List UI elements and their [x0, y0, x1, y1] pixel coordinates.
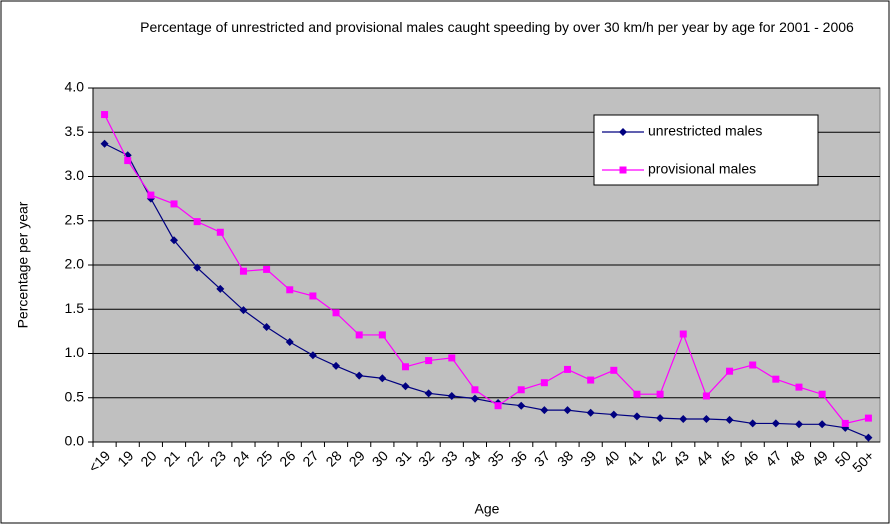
- point: [771, 419, 780, 428]
- point: [656, 414, 665, 423]
- y-tick-label: 4.0: [65, 79, 85, 95]
- y-tick-label: 1.0: [65, 344, 85, 360]
- point: [308, 351, 317, 360]
- point: [193, 218, 201, 226]
- y-tick-label: 1.5: [65, 300, 85, 316]
- point: [587, 376, 595, 384]
- point: [794, 420, 803, 429]
- point: [679, 414, 688, 423]
- point: [170, 200, 178, 208]
- point: [262, 322, 271, 331]
- point: [517, 401, 526, 410]
- y-tick-label: 2.5: [65, 211, 85, 227]
- point: [378, 374, 387, 383]
- legend-box: [593, 114, 819, 186]
- point: [656, 390, 664, 398]
- point: [332, 361, 341, 370]
- point: [679, 330, 687, 338]
- point: [448, 354, 456, 362]
- point: [564, 365, 572, 373]
- point: [725, 415, 734, 424]
- series-line: [104, 143, 869, 439]
- point: [124, 157, 132, 165]
- legend-label: provisional males: [648, 161, 756, 177]
- y-tick-label: 0.0: [65, 433, 85, 449]
- point: [285, 337, 294, 346]
- point: [470, 394, 479, 403]
- point: [378, 331, 386, 339]
- point: [471, 386, 479, 394]
- point: [864, 414, 872, 422]
- point: [447, 391, 456, 400]
- series-line: [104, 114, 869, 425]
- point: [355, 371, 364, 380]
- point: [609, 410, 618, 419]
- point: [424, 389, 433, 398]
- point: [841, 419, 849, 427]
- point: [263, 265, 271, 273]
- point: [749, 361, 757, 369]
- point: [619, 166, 627, 174]
- point: [619, 128, 627, 136]
- point: [864, 433, 873, 442]
- point: [586, 408, 595, 417]
- point: [818, 390, 826, 398]
- point: [702, 414, 711, 423]
- x-axis-label: Age: [475, 501, 500, 517]
- point: [147, 191, 155, 199]
- point: [563, 406, 572, 415]
- point: [332, 309, 340, 317]
- point: [540, 379, 548, 387]
- point: [702, 392, 710, 400]
- point: [494, 402, 502, 410]
- point: [239, 306, 248, 315]
- y-tick-label: 3.5: [65, 123, 85, 139]
- y-tick-label: 3.0: [65, 167, 85, 183]
- point: [726, 367, 734, 375]
- point: [632, 412, 641, 421]
- y-tick-label: 2.0: [65, 256, 85, 272]
- point: [425, 357, 433, 365]
- point: [216, 284, 225, 293]
- point: [101, 111, 109, 119]
- point: [100, 139, 109, 148]
- point: [355, 331, 363, 339]
- point: [170, 236, 179, 245]
- point: [540, 406, 549, 415]
- point: [818, 420, 827, 429]
- point: [772, 375, 780, 383]
- legend-label: unrestricted males: [648, 123, 762, 139]
- y-tick-label: 0.5: [65, 388, 85, 404]
- point: [748, 419, 757, 428]
- point: [401, 382, 410, 391]
- point: [309, 292, 317, 300]
- y-axis-label: Percentage per year: [15, 201, 31, 328]
- point: [193, 263, 202, 272]
- point: [401, 363, 409, 371]
- point: [517, 386, 525, 394]
- point: [239, 267, 247, 275]
- chart-title: Percentage of unrestricted and provision…: [140, 19, 854, 35]
- point: [795, 383, 803, 391]
- point: [286, 286, 294, 294]
- point: [216, 228, 224, 236]
- point: [610, 366, 618, 374]
- point: [633, 390, 641, 398]
